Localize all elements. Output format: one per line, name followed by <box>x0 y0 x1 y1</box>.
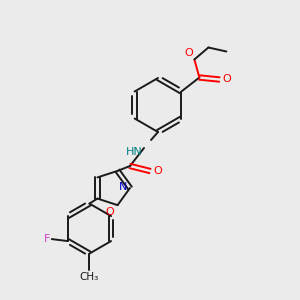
Text: O: O <box>106 207 115 217</box>
Text: CH₃: CH₃ <box>80 272 99 282</box>
Text: O: O <box>153 166 162 176</box>
Text: F: F <box>44 234 50 244</box>
Text: HN: HN <box>126 147 143 157</box>
Text: O: O <box>222 74 231 85</box>
Text: O: O <box>184 47 194 58</box>
Text: N: N <box>118 182 127 192</box>
